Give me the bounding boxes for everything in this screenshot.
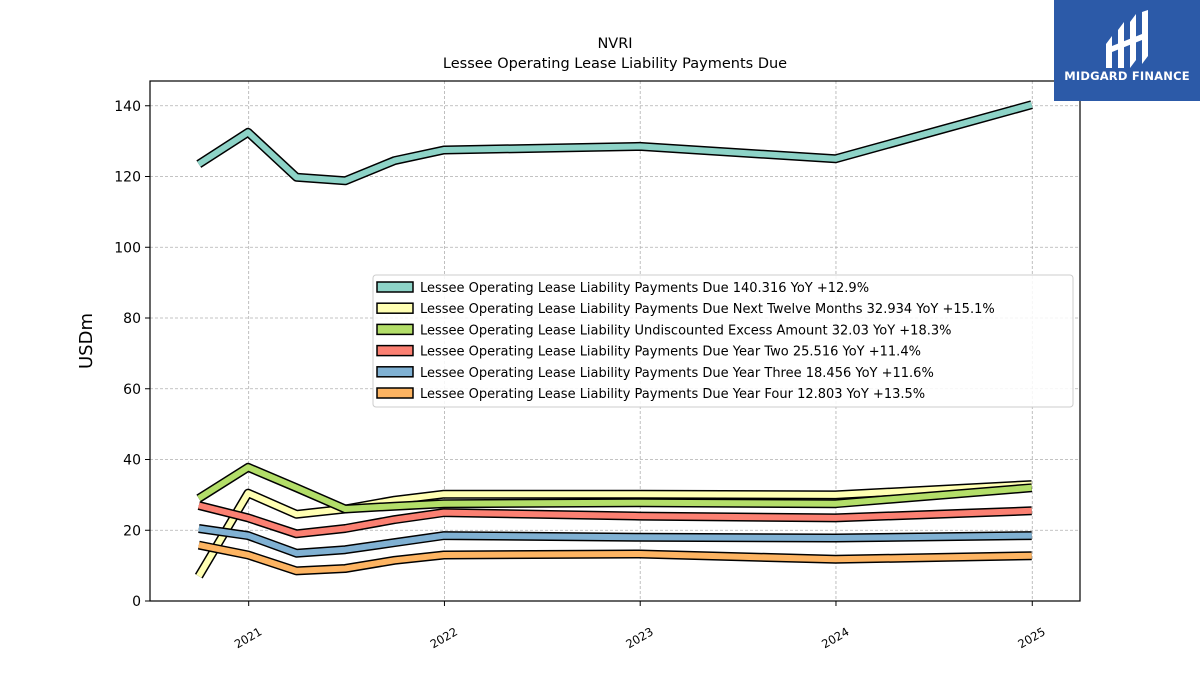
series-line-4 [198,502,1032,537]
plot-frame [149,80,1081,602]
chart-title: NVRI [597,36,632,52]
legend-label-4: Lessee Operating Lease Liability Payment… [420,345,921,360]
y-tick-label: 120 [114,170,141,186]
y-tick-label: 100 [114,240,141,256]
series-line-1 [197,101,1033,184]
y-tick-label: 40 [123,453,141,469]
x-tick-label: 2021 [232,624,264,651]
legend-label-5: Lessee Operating Lease Liability Payment… [420,366,934,381]
y-tick-label: 0 [132,594,141,610]
y-tick-label: 20 [123,523,141,539]
series-line-3 [197,464,1032,512]
legend-label-1: Lessee Operating Lease Liability Payment… [420,281,869,296]
legend-swatch-3 [376,323,414,336]
legend-swatch-5 [376,366,414,378]
y-tick-label: 80 [123,311,141,327]
legend-swatch-4 [376,344,414,357]
x-ticks: 2021 2022 2023 2024 2025 [232,601,1048,651]
brand-mark-icon [1106,10,1148,68]
y-axis-label: USDm [76,313,97,369]
legend-box [372,274,1074,408]
brand-logo: MIDGARD FINANCE [1054,0,1200,101]
x-tick-label: 2023 [623,624,655,651]
legend-swatch-6 [376,387,414,399]
x-tick-label: 2025 [1015,624,1047,651]
chart-subtitle: Lessee Operating Lease Liability Payment… [443,56,787,72]
y-tick-label: 140 [114,99,141,115]
y-ticks: 0 20 40 60 80 100 120 140 [114,99,150,610]
legend-swatch-2 [376,302,414,314]
y-tick-label: 60 [123,382,141,398]
legend-label-6: Lessee Operating Lease Liability Payment… [420,387,925,402]
series-lines [194,100,1033,579]
series-outline-1 [196,100,1033,186]
legend: Lessee Operating Lease Liability Payment… [372,274,1074,408]
legend-label-2: Lessee Operating Lease Liability Payment… [420,302,995,317]
series-line-5 [198,525,1032,557]
legend-label-3: Lessee Operating Lease Liability Undisco… [420,323,951,338]
series-line-2 [196,481,1032,578]
series-line-6 [198,542,1032,574]
x-tick-label: 2022 [428,624,460,651]
legend-swatch-1 [376,281,414,293]
x-tick-label: 2024 [819,624,851,651]
brand-name: MIDGARD FINANCE [1064,69,1190,83]
